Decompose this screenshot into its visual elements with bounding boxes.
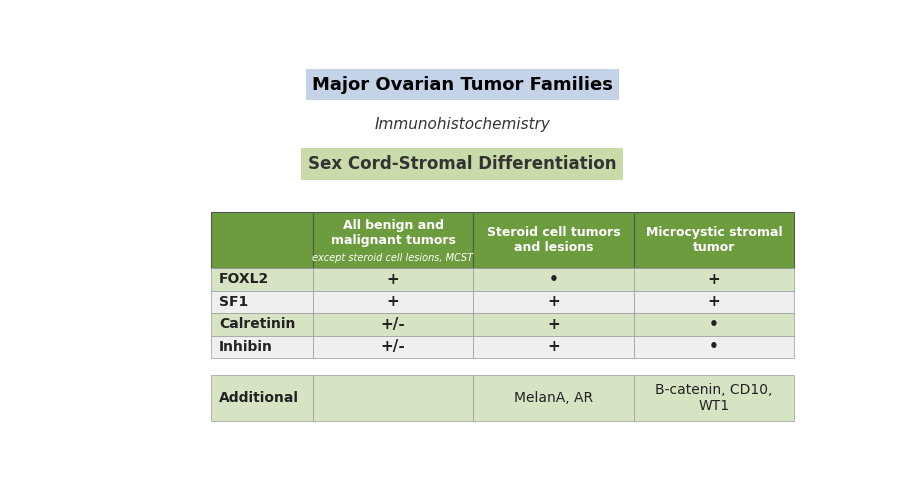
Text: MelanA, AR: MelanA, AR [514, 391, 594, 405]
Text: Microcystic stromal
tumor: Microcystic stromal tumor [646, 226, 782, 254]
Text: •: • [709, 340, 719, 354]
Text: •: • [548, 272, 558, 287]
Text: •: • [709, 317, 719, 332]
Text: +: + [548, 317, 560, 332]
Bar [313, 336, 474, 358]
Text: B-catenin, CD10,
WT1: B-catenin, CD10, WT1 [656, 383, 773, 413]
Bar [634, 291, 795, 313]
Bar [474, 212, 634, 268]
Bar [313, 375, 474, 421]
Bar [313, 313, 474, 336]
Text: Immunohistochemistry: Immunohistochemistry [374, 117, 550, 132]
Text: +/-: +/- [381, 340, 405, 354]
Text: +: + [548, 294, 560, 309]
Text: Steroid cell tumors
and lesions: Steroid cell tumors and lesions [487, 226, 621, 254]
Bar [474, 313, 634, 336]
Text: Additional: Additional [219, 391, 299, 405]
Bar [313, 268, 474, 291]
Bar [634, 313, 795, 336]
Text: +: + [387, 272, 400, 287]
Text: Major Ovarian Tumor Families: Major Ovarian Tumor Families [312, 76, 612, 94]
Text: +/-: +/- [381, 317, 405, 332]
Bar [634, 212, 795, 268]
Text: +: + [548, 340, 560, 354]
Text: FOXL2: FOXL2 [219, 272, 270, 286]
Text: +: + [708, 294, 721, 309]
Bar [474, 268, 634, 291]
Text: Sex Cord-Stromal Differentiation: Sex Cord-Stromal Differentiation [308, 155, 617, 173]
Bar [211, 291, 313, 313]
Bar [634, 268, 795, 291]
Bar [211, 212, 313, 268]
Text: Inhibin: Inhibin [219, 340, 273, 354]
Bar [634, 375, 795, 421]
Bar [313, 291, 474, 313]
Bar [211, 336, 313, 358]
Bar [313, 212, 474, 268]
Bar [211, 268, 313, 291]
Text: +: + [387, 294, 400, 309]
Text: except steroid cell lesions, MCST: except steroid cell lesions, MCST [312, 253, 474, 263]
Text: Calretinin: Calretinin [219, 318, 295, 331]
Bar [474, 375, 634, 421]
Bar [474, 336, 634, 358]
Bar [474, 291, 634, 313]
Text: SF1: SF1 [219, 295, 248, 309]
Text: All benign and
malignant tumors: All benign and malignant tumors [331, 219, 456, 247]
Text: +: + [708, 272, 721, 287]
Bar [634, 336, 795, 358]
Bar [211, 375, 313, 421]
Bar [211, 313, 313, 336]
